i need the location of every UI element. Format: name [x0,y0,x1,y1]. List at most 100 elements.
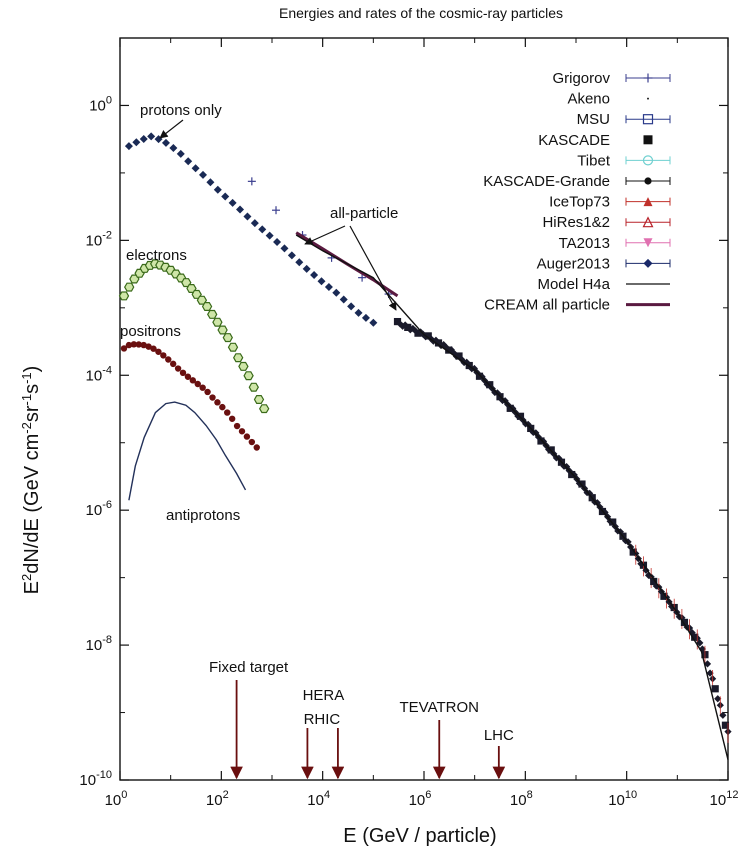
data-point [209,394,215,400]
annotation-label: all-particle [330,205,398,222]
data-point [288,251,296,259]
x-tick-label: 108 [510,789,533,809]
accelerator-label: HERA [303,687,345,704]
legend-entry: Grigorov [552,70,670,87]
data-point [332,289,340,297]
data-point [204,389,210,395]
data-point [239,363,248,371]
legend-label: KASCADE-Grande [483,173,610,190]
y-tick-label: 10-10 [79,769,112,789]
data-point [175,365,181,371]
data-point [208,311,217,319]
data-point [160,352,166,358]
legend-entry: Akeno [567,91,649,108]
legend-label: TA2013 [559,235,610,252]
legend-entry: TA2013 [559,235,670,252]
legend-entry: KASCADE-Grande [483,173,670,190]
data-point [325,283,333,291]
legend-label: HiRes1&2 [542,214,610,231]
legend-marker [647,98,649,100]
data-point [229,199,237,207]
legend-entry: IceTop73 [549,194,670,211]
data-point [243,212,251,220]
legend-label: Tibet [577,152,611,169]
data-point [234,354,243,362]
series-antiprotons [129,402,246,500]
data-point [254,444,260,450]
data-point [199,384,205,390]
data-point [170,361,176,367]
legend-label: Grigorov [552,70,610,87]
data-point [347,302,355,310]
legend-entry: Model H4a [537,276,670,293]
legend-label: Auger2013 [537,255,610,272]
legend-label: KASCADE [538,132,610,149]
all-particle-arrow-right [350,226,396,310]
data-point [258,225,266,233]
y-tick-label: 10-6 [86,499,112,519]
data-point [260,405,269,413]
series-all-particle-data [394,318,732,743]
data-point [249,439,255,445]
legend-entry: CREAM all particle [484,297,670,314]
data-point [303,265,311,273]
data-point [249,383,258,391]
data-point [199,171,207,179]
svg-text:E2dN/dE (GeV cm-2sr-1s-1): E2dN/dE (GeV cm-2sr-1s-1) [19,366,43,595]
data-point [229,343,238,351]
x-tick-label: 100 [105,789,128,809]
legend-label: Akeno [567,91,610,108]
data-point [355,309,363,317]
y-axis-label: E2dN/dE (GeV cm-2sr-1s-1) [19,366,43,595]
data-point [239,428,245,434]
data-point [273,238,281,246]
legend-label: Model H4a [537,276,610,293]
data-point [214,399,220,405]
x-tick-label: 106 [409,789,432,809]
data-point [218,326,227,334]
data-point [213,318,222,326]
data-point [125,283,134,291]
data-point [712,685,719,692]
legend-entry: KASCADE [538,132,652,149]
series-protons-only [125,132,377,326]
data-point [255,396,264,404]
data-point [147,132,155,140]
data-point [362,314,370,322]
legend-entry: HiRes1&2 [542,214,670,231]
data-point [340,296,348,304]
legend-label: CREAM all particle [484,297,610,314]
legend-entry: Auger2013 [537,255,670,272]
annotation-label: antiprotons [166,507,240,524]
data-point [229,416,235,422]
data-point [132,138,140,146]
x-tick-label: 104 [307,789,330,809]
data-point [125,142,133,150]
data-point [221,193,229,201]
data-point [244,433,250,439]
data-point [206,178,214,186]
legend: Grigorov Akeno MSU KASCADE Tibet KASCADE-Gran… [483,70,670,314]
annotation-label: electrons [126,247,187,264]
data-point [251,219,259,227]
legend-label: IceTop73 [549,194,610,211]
legend-marker [644,135,653,144]
y-tick-label: 10-4 [86,364,112,384]
annotation-label: positrons [120,323,181,340]
all-particle-arrow-left [305,226,345,244]
x-tick-label: 1012 [710,789,739,809]
data-point [169,144,177,152]
data-point [162,139,170,147]
x-tick-label: 1010 [608,789,637,809]
accelerator-label: RHIC [304,711,341,728]
x-tick-label: 102 [206,789,229,809]
y-tick-label: 100 [89,94,112,114]
data-point [248,177,256,185]
y-tick-label: 10-2 [86,229,112,249]
data-point [234,423,240,429]
data-point [223,334,232,342]
data-point [244,372,253,380]
data-point [192,164,200,172]
series-line [129,402,246,500]
y-tick-label: 10-8 [86,634,112,654]
